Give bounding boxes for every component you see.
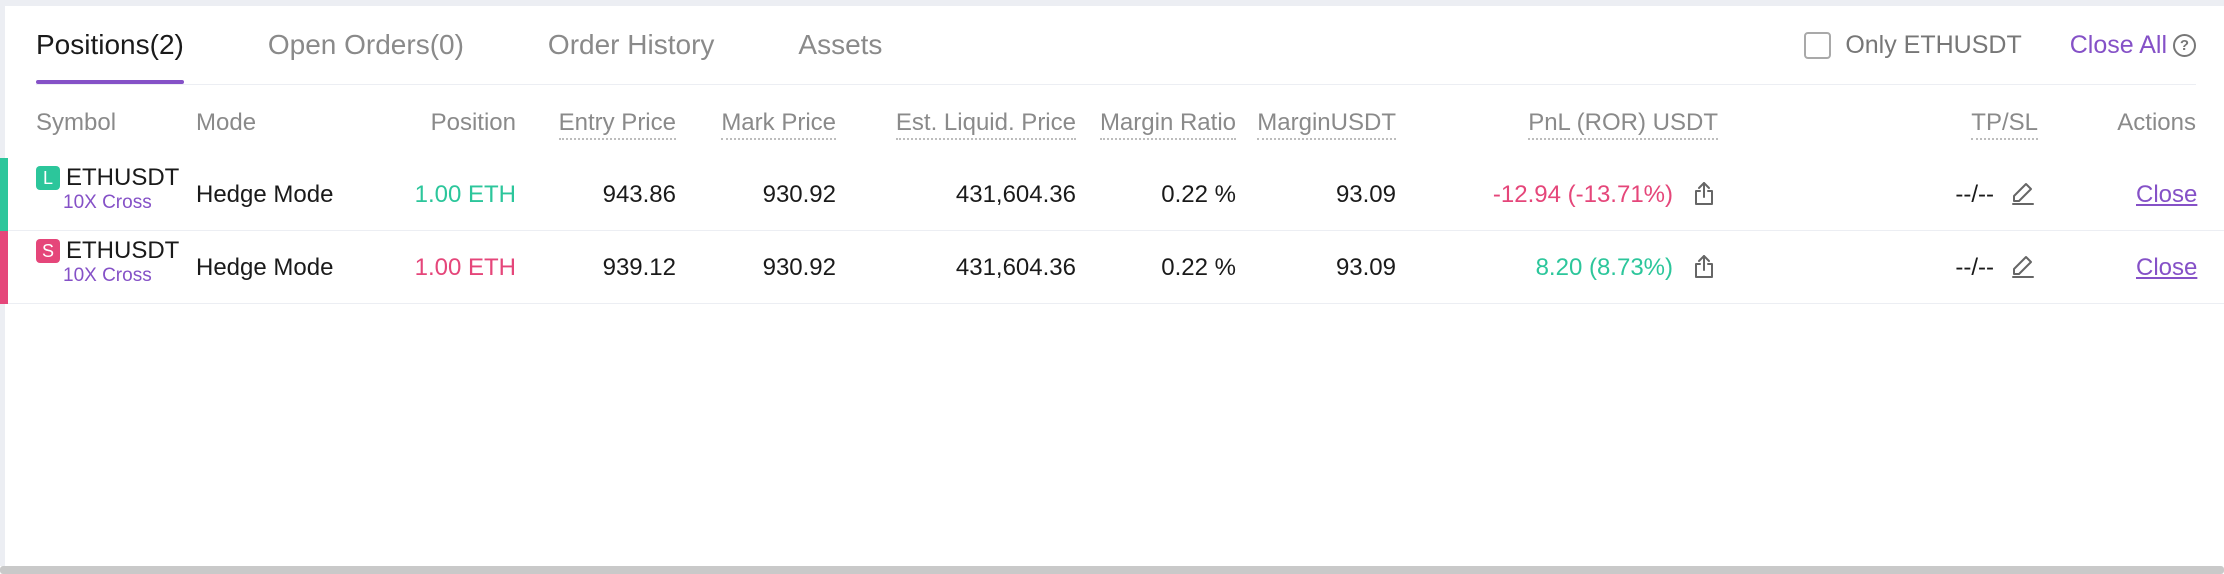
col-margin-ratio[interactable]: Margin Ratio <box>1086 106 1236 140</box>
tab-bar: Positions(2) Open Orders(0) Order Histor… <box>36 0 966 84</box>
only-symbol-toggle[interactable]: Only ETHUSDT <box>1804 30 2022 60</box>
position-cell: 1.00 ETH <box>414 181 516 208</box>
margin-ratio-cell: 0.22 % <box>1161 181 1236 208</box>
position-cell: 1.00 ETH <box>414 254 516 281</box>
horizontal-scrollbar[interactable] <box>0 566 2224 574</box>
col-pnl-label: PnL (ROR) USDT <box>1528 109 1718 140</box>
header-controls: Only ETHUSDT Close All ? <box>1804 28 2196 62</box>
share-icon[interactable] <box>1691 180 1717 206</box>
col-symbol: Symbol <box>36 109 117 136</box>
mode-cell: Hedge Mode <box>196 254 334 281</box>
col-entry-price[interactable]: Entry Price <box>536 106 676 140</box>
col-actions: Actions <box>2117 109 2196 136</box>
tab-assets[interactable]: Assets <box>798 29 883 60</box>
top-border <box>0 0 2224 6</box>
pnl-cell: 8.20 (8.73%) <box>1535 254 1673 281</box>
col-margin-usdt-label: MarginUSDT <box>1257 109 1396 140</box>
entry-price-cell: 939.12 <box>602 254 676 281</box>
tab-positions[interactable]: Positions(2) <box>36 0 184 84</box>
mode-cell: Hedge Mode <box>196 181 334 208</box>
margin-usdt-cell: 93.09 <box>1335 254 1396 281</box>
close-all-button[interactable]: Close All ? <box>2070 31 2196 60</box>
edit-icon[interactable] <box>2010 253 2036 279</box>
col-mark-price-label: Mark Price <box>721 109 836 140</box>
only-symbol-label: Only ETHUSDT <box>1845 30 2022 59</box>
col-position: Position <box>430 109 516 136</box>
liq-price-cell: 431,604.36 <box>955 181 1076 208</box>
col-tpsl-label: TP/SL <box>1971 109 2038 140</box>
tpsl-cell: --/-- <box>1955 254 1994 281</box>
tab-order-history[interactable]: Order History <box>547 29 715 60</box>
side-badge-long: L <box>36 166 60 190</box>
col-entry-price-label: Entry Price <box>558 109 676 140</box>
tpsl-cell: --/-- <box>1955 181 1994 208</box>
side-badge-short: S <box>36 239 60 263</box>
symbol-cell: S ETHUSDT 10X Cross <box>36 237 179 287</box>
col-margin-ratio-label: Margin Ratio <box>1099 109 1236 140</box>
edit-icon[interactable] <box>2010 180 2036 206</box>
col-liq-price[interactable]: Est. Liquid. Price <box>856 106 1076 140</box>
leverage-label[interactable]: 10X Cross <box>63 265 152 286</box>
short-side-bar <box>0 231 8 304</box>
header-divider <box>36 84 2196 85</box>
share-icon[interactable] <box>1691 253 1717 279</box>
col-margin-usdt[interactable]: MarginUSDT <box>1246 106 1396 140</box>
close-all-label: Close All <box>2069 30 2167 59</box>
mark-price-cell: 930.92 <box>762 254 836 281</box>
leverage-label[interactable]: 10X Cross <box>63 192 152 213</box>
symbol-name[interactable]: ETHUSDT <box>66 237 180 264</box>
pnl-cell: -12.94 (-13.71%) <box>1492 181 1673 208</box>
liq-price-cell: 431,604.36 <box>955 254 1076 281</box>
col-mode: Mode <box>196 109 257 136</box>
only-symbol-checkbox[interactable] <box>1804 31 1832 59</box>
symbol-cell: L ETHUSDT 10X Cross <box>36 164 179 214</box>
entry-price-cell: 943.86 <box>602 181 676 208</box>
table-row: L ETHUSDT 10X Cross Hedge Mode 1.00 ETH 9… <box>0 158 2224 231</box>
mark-price-cell: 930.92 <box>762 181 836 208</box>
col-tpsl[interactable]: TP/SL <box>1906 106 2038 140</box>
col-liq-price-label: Est. Liquid. Price <box>895 109 1076 140</box>
long-side-bar <box>0 158 8 231</box>
help-icon[interactable]: ? <box>2173 33 2196 57</box>
close-position-link[interactable]: Close <box>2136 254 2198 281</box>
margin-usdt-cell: 93.09 <box>1335 181 1396 208</box>
table-row: S ETHUSDT 10X Cross Hedge Mode 1.00 ETH 9… <box>0 231 2224 304</box>
col-pnl[interactable]: PnL (ROR) USDT <box>1456 106 1718 140</box>
col-mark-price[interactable]: Mark Price <box>686 106 836 140</box>
symbol-name[interactable]: ETHUSDT <box>66 164 180 191</box>
margin-ratio-cell: 0.22 % <box>1161 254 1236 281</box>
close-position-link[interactable]: Close <box>2136 181 2198 208</box>
tab-open-orders[interactable]: Open Orders(0) <box>267 29 464 60</box>
